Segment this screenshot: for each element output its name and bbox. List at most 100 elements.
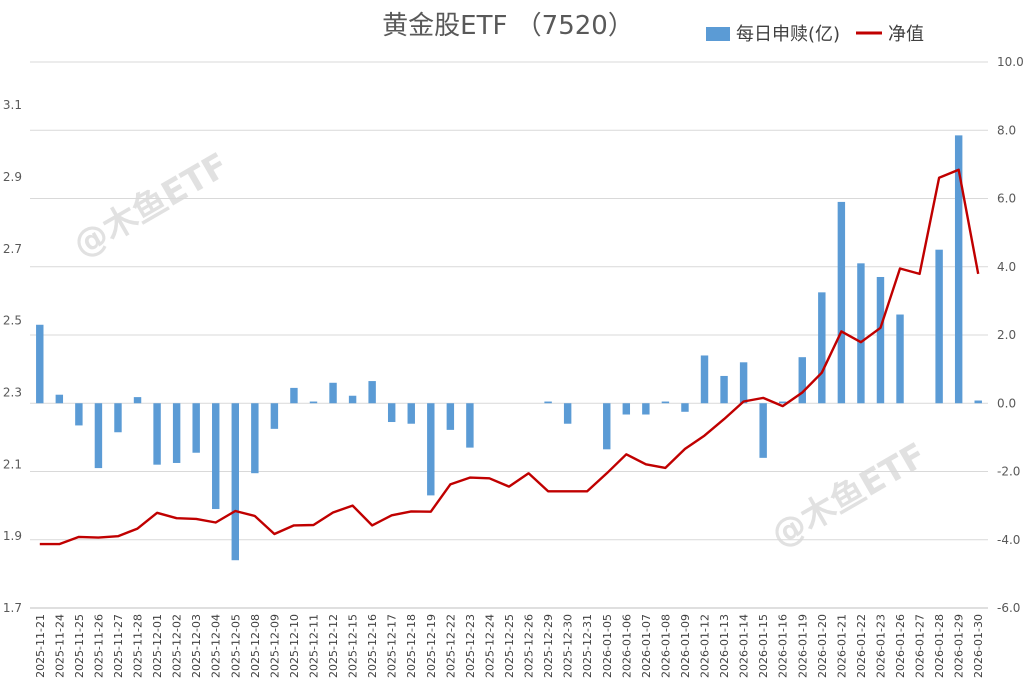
x-tick-label-2025-12-29: 2025-12-29 (542, 614, 555, 678)
right-tick-label-2: -2.0 (997, 465, 1020, 479)
x-tick-label-2026-01-30: 2026-01-30 (972, 614, 985, 678)
right-tick-label-1: -4.0 (997, 533, 1020, 547)
x-tick-label-2025-12-23: 2025-12-23 (464, 614, 477, 678)
x-tick-label-2025-12-31: 2025-12-31 (581, 614, 594, 678)
bar-2025-12-09 (270, 403, 279, 429)
left-tick-label-1: 1.9 (3, 529, 22, 543)
bar-2026-01-20 (818, 292, 826, 404)
x-tick-label-2025-11-21: 2025-11-21 (34, 614, 47, 678)
bar-2025-12-16 (368, 381, 376, 404)
x-tick-label-2026-01-26: 2026-01-26 (894, 614, 907, 678)
bar-2025-12-03 (192, 403, 200, 453)
line-series (39, 168, 980, 546)
x-tick-label-2026-01-28: 2026-01-28 (933, 614, 946, 678)
bar-2025-12-17 (387, 403, 396, 423)
x-tick-label-2026-01-05: 2026-01-05 (601, 614, 614, 678)
x-tick-label-2026-01-23: 2026-01-23 (874, 614, 887, 678)
left-tick-label-0: 1.7 (3, 601, 22, 615)
bar-2026-01-29 (954, 135, 963, 404)
right-tick-label-8: 10.0 (997, 55, 1024, 69)
bar-2026-01-15 (759, 403, 767, 458)
bar-2026-01-14 (739, 362, 748, 404)
bar-2025-12-30 (563, 403, 572, 424)
right-tick-label-5: 4.0 (997, 260, 1016, 274)
gridlines (30, 61, 988, 609)
bar-2026-01-05 (603, 403, 611, 450)
x-tick-label-2025-12-19: 2025-12-19 (425, 614, 438, 678)
x-tick-label-2026-01-15: 2026-01-15 (757, 614, 770, 678)
left-axis: 1.7 1.9 2.1 2.3 2.5 2.7 2.9 3.1 (3, 98, 22, 615)
bar-2026-01-23 (876, 276, 885, 404)
x-tick-label-2025-11-26: 2025-11-26 (92, 614, 105, 678)
x-tick-label-2026-01-20: 2026-01-20 (816, 614, 829, 678)
x-tick-label-2025-12-03: 2025-12-03 (190, 614, 203, 678)
legend-bar-label: 每日申赎(亿) (736, 24, 840, 45)
bar-2026-01-26 (896, 314, 904, 404)
x-tick-label-2025-11-24: 2025-11-24 (53, 614, 66, 678)
x-tick-label-2025-12-30: 2025-12-30 (562, 614, 575, 678)
x-tick-label-2025-12-12: 2025-12-12 (327, 614, 340, 678)
bar-2025-11-25 (75, 403, 83, 426)
bar-2026-01-16 (778, 401, 787, 404)
x-tick-label-2025-11-28: 2025-11-28 (132, 614, 145, 678)
bar-2026-01-22 (857, 263, 865, 404)
left-tick-label-6: 2.9 (3, 170, 22, 184)
x-tick-label-2025-12-16: 2025-12-16 (366, 614, 379, 678)
left-tick-label-4: 2.5 (3, 314, 22, 328)
x-tick-label-2025-11-27: 2025-11-27 (112, 614, 125, 678)
x-tick-label-2025-12-17: 2025-12-17 (386, 614, 399, 678)
bar-2025-12-18 (407, 403, 415, 424)
right-axis: -6.0 -4.0 -2.0 0.0 2.0 4.0 6.0 8.0 10.0 (997, 55, 1024, 615)
x-tick-label-2025-12-04: 2025-12-04 (210, 614, 223, 678)
bar-2025-12-11 (309, 401, 318, 404)
legend-line-label: 净值 (888, 24, 924, 45)
left-tick-label-5: 2.7 (3, 242, 22, 256)
x-tick-label-2026-01-21: 2026-01-21 (835, 614, 848, 678)
bar-series (36, 135, 982, 561)
watermarks: @木鱼ETF @木鱼ETF (67, 145, 934, 555)
x-tick-label-2025-12-25: 2025-12-25 (503, 614, 516, 678)
x-tick-label-2025-12-01: 2025-12-01 (151, 614, 164, 678)
bar-2025-12-12 (329, 382, 337, 404)
bar-2026-01-09 (681, 403, 689, 412)
x-tick-label-2025-11-25: 2025-11-25 (73, 614, 86, 678)
bar-2025-12-08 (251, 403, 259, 474)
x-tick-label-2025-12-24: 2025-12-24 (483, 614, 496, 678)
x-tick-label-2026-01-13: 2026-01-13 (718, 614, 731, 678)
x-tick-label-2026-01-09: 2026-01-09 (679, 614, 692, 678)
x-tick-label-2026-01-14: 2026-01-14 (738, 614, 751, 678)
x-tick-label-2026-01-29: 2026-01-29 (953, 614, 966, 678)
x-tick-label-2026-01-06: 2026-01-06 (620, 614, 633, 678)
bar-2025-11-26 (94, 403, 103, 469)
right-tick-label-3: 0.0 (997, 396, 1016, 410)
bar-2025-11-27 (114, 403, 122, 433)
x-tick-label-2025-12-02: 2025-12-02 (171, 614, 184, 678)
bar-2026-01-06 (622, 403, 631, 415)
x-tick-label-2026-01-12: 2026-01-12 (699, 614, 712, 678)
x-tick-label-2025-12-15: 2025-12-15 (347, 614, 360, 678)
nav-line (39, 168, 980, 546)
right-tick-label-6: 6.0 (997, 192, 1016, 206)
bar-2026-01-07 (642, 403, 650, 415)
x-tick-label-2025-12-09: 2025-12-09 (268, 614, 281, 678)
chart-title: 黄金股ETF （7520） (382, 11, 634, 41)
watermark-2: @木鱼ETF (765, 435, 934, 555)
bar-2025-12-05 (231, 403, 240, 561)
bar-2025-12-01 (153, 403, 161, 465)
x-tick-label-2025-12-08: 2025-12-08 (249, 614, 262, 678)
bar-2025-11-28 (133, 397, 142, 404)
x-axis: 2025-11-21 2025-11-24 2025-11-25 2025-11-26… (30, 607, 988, 678)
bar-2026-01-13 (720, 375, 728, 404)
left-tick-label-3: 2.3 (3, 385, 22, 399)
x-tick-label-2026-01-27: 2026-01-27 (914, 614, 927, 678)
legend-bar-swatch (706, 27, 730, 41)
bar-2026-01-28 (935, 249, 943, 404)
x-tick-label-2025-12-10: 2025-12-10 (288, 614, 301, 678)
bar-2025-12-29 (544, 401, 552, 404)
right-tick-label-0: -6.0 (997, 601, 1020, 615)
legend: 每日申赎(亿) 净值 (706, 24, 924, 45)
x-tick-label-2025-12-22: 2025-12-22 (444, 614, 457, 678)
bar-2026-01-12 (700, 355, 709, 404)
bar-2026-01-08 (661, 401, 670, 404)
